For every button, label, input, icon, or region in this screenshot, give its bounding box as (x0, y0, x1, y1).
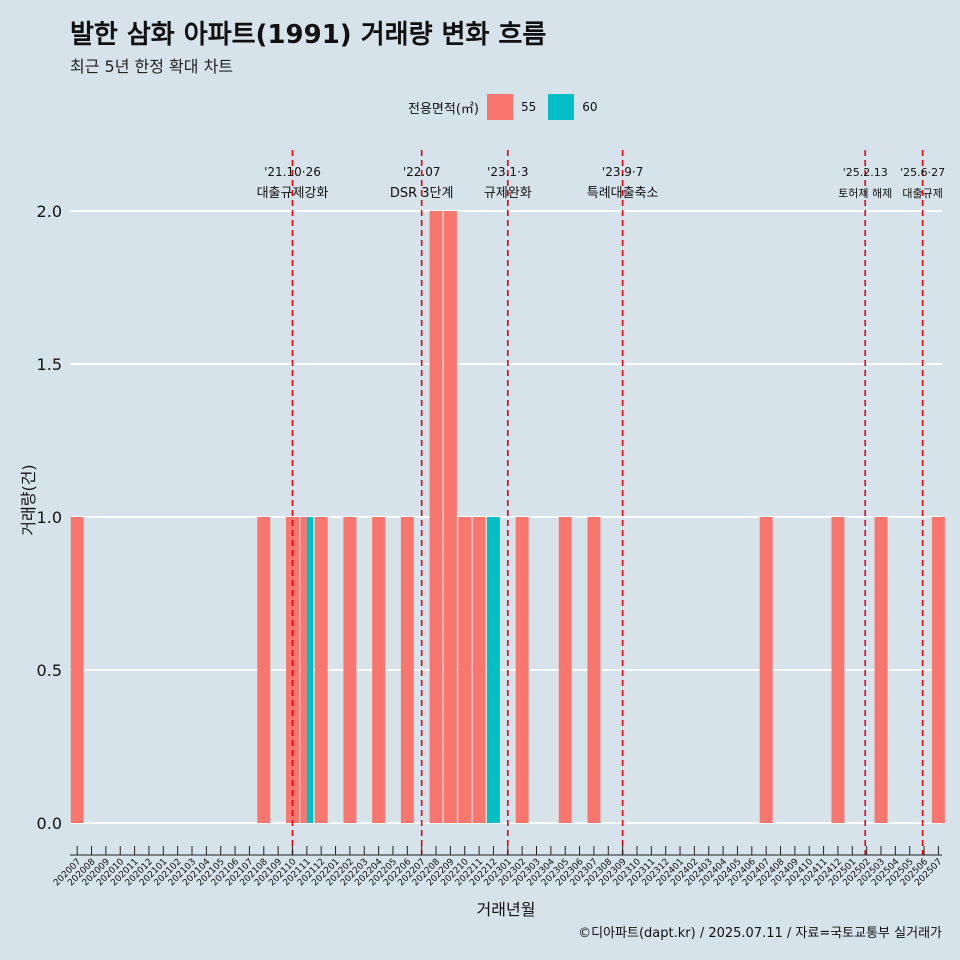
event-date-label: '23.1·3 (487, 165, 528, 179)
event-name-label: 특례대출축소 (587, 186, 659, 201)
bar-202206-55 (400, 517, 414, 823)
event-date-label: '23.9·7 (602, 165, 643, 179)
bar-202204-55 (372, 517, 386, 823)
bar-202302-55 (515, 517, 529, 823)
bar-202208-55 (429, 211, 443, 823)
bar-202210-55 (458, 517, 472, 823)
bar-202307-55 (587, 517, 601, 823)
event-date-label: '22.07 (403, 165, 441, 179)
event-name-label: DSR 3단계 (390, 186, 454, 201)
bar-202503-55 (874, 517, 888, 823)
bar-202111-55 (300, 517, 307, 823)
bar-202407-55 (759, 517, 773, 823)
legend-key-60 (548, 94, 575, 120)
event-name-label: 토허제 해제 (838, 186, 892, 200)
event-date-label: '25.6·27 (900, 166, 945, 179)
legend-label-60: 60 (582, 100, 598, 114)
bar-202305-55 (558, 517, 572, 823)
page-title: 발한 삼화 아파트(1991) 거래량 변화 흐름 (70, 20, 547, 50)
y-axis-title: 거래량(건) (19, 464, 38, 535)
y-tick-label: 0.5 (37, 661, 62, 680)
bar-202108-55 (257, 517, 271, 823)
legend-label-55: 55 (520, 100, 537, 114)
bar-202007-55 (70, 517, 84, 823)
y-tick-label: 0.0 (37, 814, 62, 833)
event-date-label: '25.2.13 (843, 166, 888, 179)
bar-202212-60 (486, 517, 500, 823)
event-name-label: 대출규제 (902, 187, 942, 200)
page-subtitle: 최근 5년 한정 확대 차트 (70, 57, 234, 76)
legend-title: 전용면적(㎡) (408, 101, 479, 117)
x-axis-title: 거래년월 (477, 900, 536, 919)
y-tick-label: 1.5 (37, 355, 62, 374)
source-caption: ©디아파트(dapt.kr) / 2025.07.11 / 자료=국토교통부 실… (578, 926, 942, 941)
y-tick-label: 1.0 (37, 508, 62, 527)
event-date-label: '21.10·26 (264, 165, 321, 179)
bar-202412-55 (831, 517, 845, 823)
bar-202507-55 (931, 517, 945, 823)
y-tick-label: 2.0 (37, 202, 62, 221)
bar-202112-55 (314, 517, 328, 823)
bar-202209-55 (443, 211, 457, 823)
bar-202202-55 (343, 517, 357, 823)
legend-key-55 (486, 94, 513, 120)
legend: 전용면적(㎡) 55 60 (408, 93, 610, 121)
bar-202211-55 (472, 517, 486, 823)
event-name-label: 규제완화 (484, 186, 532, 201)
bar-202111-60 (306, 517, 314, 823)
event-name-label: 대출규제강화 (257, 186, 329, 201)
